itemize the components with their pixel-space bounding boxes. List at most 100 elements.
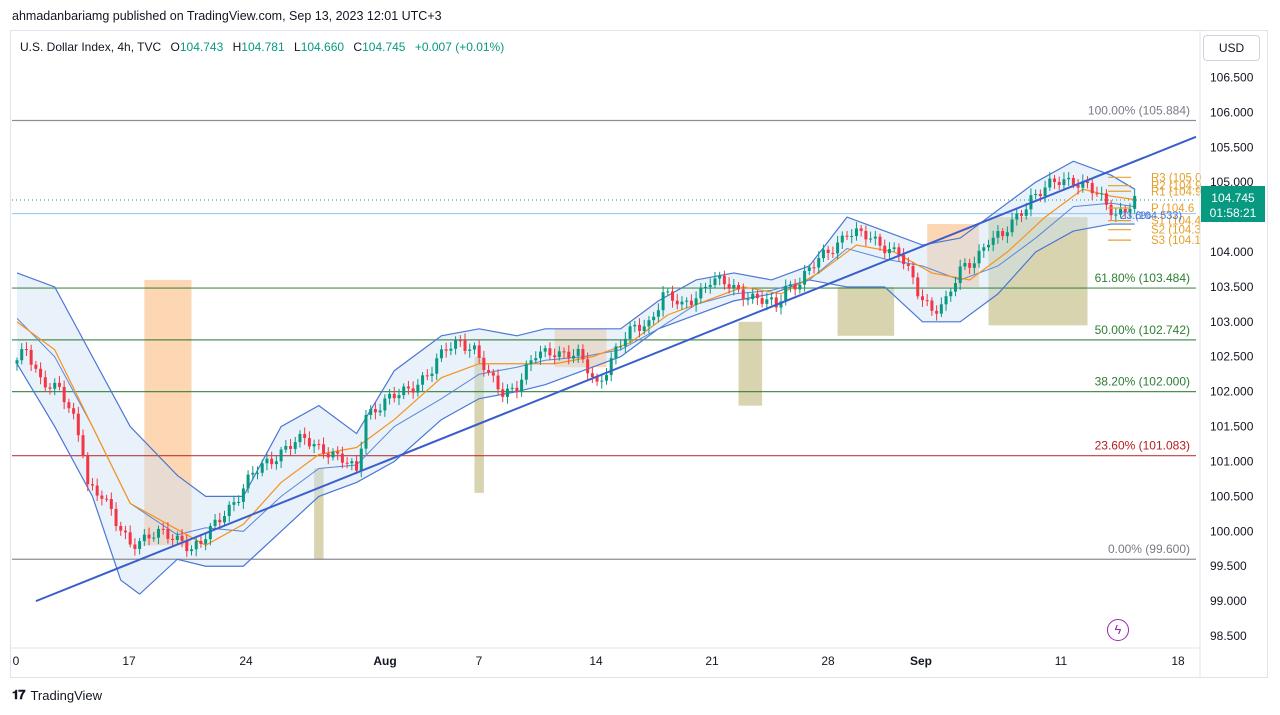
x-tick-label: 17 <box>122 654 136 668</box>
candle-body <box>326 453 330 458</box>
candle-body <box>633 324 637 327</box>
close-value: 104.745 <box>362 40 406 54</box>
candle-body <box>576 348 580 356</box>
candle-body <box>746 299 750 301</box>
candle-body <box>133 544 137 549</box>
candle-body <box>29 349 33 365</box>
candle-body <box>185 540 189 552</box>
candle-body <box>81 435 85 456</box>
candle-body <box>1119 208 1123 215</box>
candle-body <box>553 355 557 357</box>
candle-body <box>430 373 434 376</box>
candle-body <box>628 326 632 339</box>
currency-button[interactable]: USD <box>1203 35 1260 61</box>
open-value: 104.743 <box>179 40 224 54</box>
candle-body <box>463 340 467 351</box>
candle-body <box>1067 177 1071 180</box>
candle-body <box>340 453 344 463</box>
candle-body <box>76 413 80 436</box>
candle-body <box>812 267 816 269</box>
x-tick-label: 7 <box>476 654 483 668</box>
symbol-title[interactable]: U.S. Dollar Index, 4h, TVC <box>20 40 162 54</box>
candle-body <box>958 266 962 284</box>
zone-7 <box>988 217 1088 326</box>
publish-info: ahmadanbariamg published on TradingView.… <box>12 9 442 23</box>
candle-body <box>826 249 830 254</box>
candle-body <box>906 264 910 266</box>
candle-body <box>595 377 599 382</box>
candle-body <box>270 458 274 465</box>
x-tick-label: 21 <box>705 654 719 668</box>
candle-body <box>256 472 260 474</box>
candle-body <box>977 250 981 264</box>
candle-body <box>718 275 722 279</box>
candle-body <box>765 299 769 304</box>
candle-body <box>39 368 43 378</box>
bollinger-upper <box>16 160 1135 497</box>
fib-label-4: 23.60% (101.083) <box>1095 439 1190 453</box>
candle-body <box>930 300 934 311</box>
candle-body <box>1048 178 1052 188</box>
candle-body <box>920 296 924 301</box>
candle-body <box>1123 208 1127 213</box>
candle-body <box>1024 209 1028 216</box>
candle-body <box>359 448 363 471</box>
pivot-label-1: R2 (104.9 <box>1151 181 1202 193</box>
candle-body <box>406 386 410 389</box>
candle-body <box>892 247 896 250</box>
bollinger-fill <box>17 161 1135 595</box>
candle-body <box>864 230 868 240</box>
y-tick-label: 104.000 <box>1210 245 1254 259</box>
candle-body <box>793 284 797 290</box>
candle-body <box>199 540 203 544</box>
candle-body <box>331 451 335 458</box>
candle-body <box>293 442 297 449</box>
fib-label-3: 38.20% (102.000) <box>1095 375 1190 389</box>
candle-body <box>562 351 566 353</box>
y-tick-label: 99.500 <box>1210 559 1247 573</box>
candle-body <box>529 360 533 365</box>
candle-body <box>439 349 443 359</box>
lightning-icon[interactable]: ϟ <box>1107 619 1129 641</box>
candle-body <box>642 326 646 331</box>
candle-body <box>1086 181 1090 184</box>
x-tick-label: Sep <box>910 654 932 668</box>
candle-body <box>538 351 542 359</box>
candle-body <box>949 291 953 297</box>
candle-body <box>213 519 217 526</box>
candle-body <box>571 355 575 359</box>
candle-body <box>972 263 976 268</box>
candle-body <box>303 433 307 439</box>
y-tick-label: 105.500 <box>1210 140 1254 154</box>
candle-body <box>284 445 288 450</box>
candle-body <box>774 297 778 308</box>
candle-body <box>887 249 891 254</box>
candle-body <box>48 387 52 389</box>
candle-body <box>939 304 943 314</box>
candle-body <box>435 358 439 374</box>
candle-body <box>1043 187 1047 197</box>
candle-body <box>680 301 684 305</box>
candle-body <box>520 379 524 392</box>
candle-body <box>666 291 670 293</box>
candle-body <box>1071 177 1075 186</box>
candle-body <box>421 375 425 385</box>
candle-body <box>204 539 208 544</box>
pivot-label-5: S2 (104.3 <box>1151 225 1201 237</box>
candle-body <box>741 289 745 300</box>
low-value: 104.660 <box>300 40 345 54</box>
candle-body <box>152 537 156 539</box>
candle-body <box>1053 178 1057 182</box>
candle-body <box>605 375 608 381</box>
fib-label-2: 50.00% (102.742) <box>1095 323 1190 337</box>
candle-body <box>803 270 807 285</box>
candle-body <box>1001 231 1005 237</box>
tv-logo-icon: 𝟏𝟕 <box>12 687 26 702</box>
candle-body <box>911 265 915 278</box>
y-tick-label: 103.500 <box>1210 280 1254 294</box>
y-tick-label: 102.500 <box>1210 350 1254 364</box>
candle-body <box>902 254 906 265</box>
candle-body <box>472 345 476 350</box>
zone-1 <box>314 468 324 560</box>
